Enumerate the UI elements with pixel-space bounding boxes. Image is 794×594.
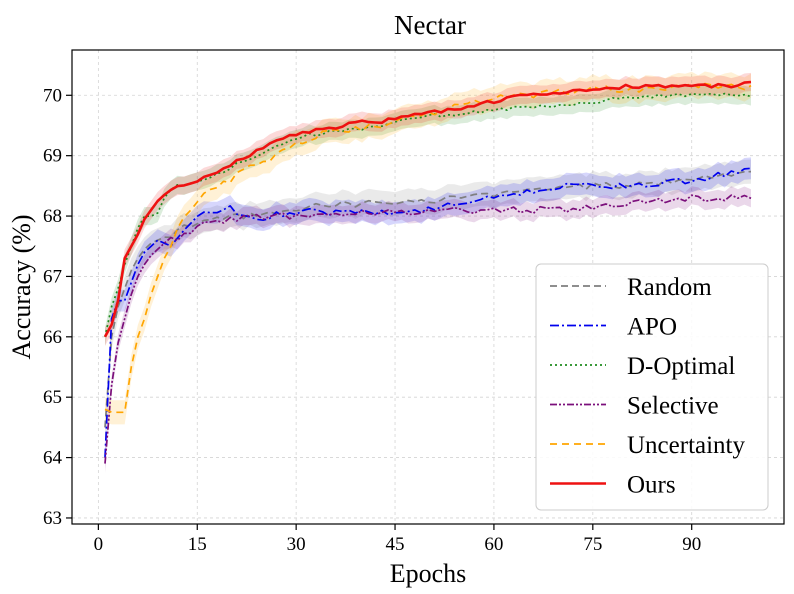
y-tick-label: 68 xyxy=(43,206,62,227)
chart-title: Nectar xyxy=(394,10,466,40)
plot-frame xyxy=(71,49,785,525)
y-tick-label: 64 xyxy=(43,448,63,469)
y-axis-label: Accuracy (%) xyxy=(7,214,36,359)
series-line-d-optimal xyxy=(104,92,752,337)
legend-label-uncertainty: Uncertainty xyxy=(627,432,746,459)
y-tick-label: 63 xyxy=(43,508,62,529)
y-tick-label: 69 xyxy=(43,146,62,167)
x-tick-label: 60 xyxy=(484,534,503,555)
x-tick-label: 0 xyxy=(94,534,104,555)
series-line-random xyxy=(104,170,752,428)
x-tick-label: 30 xyxy=(287,534,306,555)
legend: Random APO D-Optimal Selective Uncertainty Ou… xyxy=(535,263,769,511)
legend-label-selective: Selective xyxy=(627,393,719,420)
band-ours xyxy=(105,72,751,346)
y-tick-label: 66 xyxy=(43,327,62,348)
series-line-apo xyxy=(104,167,752,458)
band-random xyxy=(105,159,751,440)
y-tick-label: 65 xyxy=(43,387,62,408)
legend-label-apo: APO xyxy=(627,314,677,341)
x-tick-label: 75 xyxy=(583,534,602,555)
x-tick-label: 90 xyxy=(682,534,701,555)
confidence-bands xyxy=(105,71,751,473)
x-tick-label: 45 xyxy=(386,534,405,555)
legend-label-ours: Ours xyxy=(627,472,676,499)
series-line-ours xyxy=(103,80,752,338)
band-uncertainty xyxy=(105,71,751,425)
legend-label-d-optimal: D-Optimal xyxy=(627,353,735,380)
y-tick-label: 70 xyxy=(43,85,62,106)
x-axis-label: Epochs xyxy=(390,559,467,588)
band-d-optimal xyxy=(105,84,751,346)
band-apo xyxy=(105,157,751,469)
legend-label-random: Random xyxy=(627,274,712,301)
x-tick-label: 15 xyxy=(188,534,207,555)
series-line-uncertainty xyxy=(104,82,752,414)
y-tick-label: 67 xyxy=(43,266,62,287)
series-lines xyxy=(103,80,752,464)
legend-box xyxy=(535,263,769,511)
axis-ticks: 0 15 30 45 60 75 90 63 64 65 66 67 68 69 70 xyxy=(43,85,701,555)
series-line-selective xyxy=(104,194,752,464)
